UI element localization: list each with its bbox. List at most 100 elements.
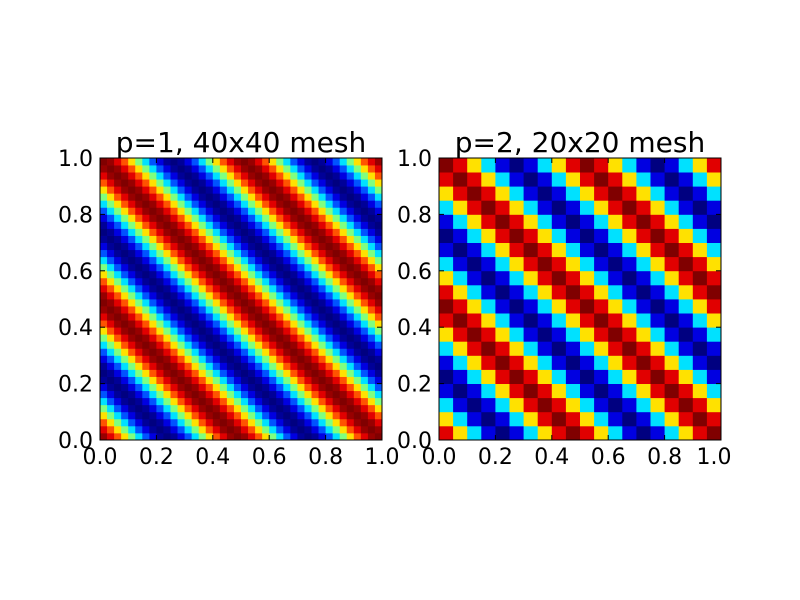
left-heatmap-cell bbox=[121, 200, 129, 208]
left-heatmap-cell bbox=[100, 425, 108, 434]
left-heatmap-cell bbox=[353, 341, 362, 349]
left-heatmap-cell bbox=[283, 383, 291, 392]
left-heatmap-cell bbox=[121, 355, 129, 363]
right-heatmap-cell bbox=[580, 355, 595, 370]
left-heatmap-cell bbox=[142, 383, 150, 392]
left-heatmap-cell bbox=[353, 207, 362, 215]
left-heatmap-cell bbox=[184, 327, 193, 335]
left-heatmap-cell bbox=[318, 172, 326, 180]
right-heatmap-cell bbox=[537, 270, 553, 286]
left-heatmap-cell bbox=[325, 376, 334, 384]
left-heatmap-cell bbox=[142, 284, 150, 293]
right-heatmap-cell bbox=[495, 313, 510, 328]
right-heatmap-cell bbox=[608, 425, 623, 441]
left-heatmap-cell bbox=[212, 320, 221, 328]
left-heatmap-cell bbox=[318, 334, 326, 342]
left-heatmap-cell bbox=[170, 369, 178, 377]
right-heatmap-cell bbox=[594, 256, 609, 272]
left-heatmap-cell bbox=[283, 313, 291, 321]
left-heatmap-cell bbox=[233, 228, 242, 236]
left-heatmap-cell bbox=[339, 334, 348, 342]
left-heatmap-cell bbox=[262, 172, 270, 180]
left-heatmap-cell bbox=[135, 186, 143, 194]
left-heatmap-cell bbox=[233, 263, 242, 272]
right-heatmap-cell bbox=[664, 313, 680, 328]
left-heatmap-cell bbox=[198, 341, 207, 349]
left-heatmap-cell bbox=[100, 228, 108, 236]
left-heatmap-cell bbox=[170, 313, 178, 321]
left-heatmap-cell bbox=[374, 263, 383, 272]
left-heatmap-cell bbox=[374, 200, 383, 208]
left-heatmap-cell bbox=[283, 327, 291, 335]
left-heatmap-cell bbox=[367, 362, 376, 370]
left-heatmap-cell bbox=[170, 376, 178, 384]
left-heatmap-cell bbox=[156, 249, 164, 258]
right-heatmap-cell bbox=[692, 256, 708, 272]
left-heatmap-cell bbox=[191, 228, 200, 236]
right-y-tick-label: 0.6 bbox=[397, 260, 432, 285]
left-heatmap-cell bbox=[325, 432, 334, 441]
left-heatmap-cell bbox=[149, 165, 157, 173]
right-heatmap-cell bbox=[495, 327, 510, 342]
left-heatmap-cell bbox=[163, 284, 171, 293]
right-heatmap-cell bbox=[439, 369, 454, 384]
left-heatmap-cell bbox=[184, 355, 193, 363]
left-heatmap-cell bbox=[100, 397, 108, 406]
left-heatmap-cell bbox=[290, 355, 298, 363]
right-heatmap-cell bbox=[706, 369, 722, 384]
left-heatmap-cell bbox=[170, 404, 178, 413]
right-heatmap-cell bbox=[678, 369, 694, 384]
left-heatmap-cell bbox=[156, 277, 164, 286]
left-heatmap-cell bbox=[283, 362, 291, 370]
left-heatmap-cell bbox=[360, 165, 369, 173]
left-heatmap-cell bbox=[121, 214, 129, 222]
right-heatmap-cell bbox=[608, 341, 623, 356]
left-heatmap-cell bbox=[226, 200, 235, 208]
left-heatmap-cell bbox=[128, 299, 136, 307]
left-heatmap-cell bbox=[346, 263, 355, 272]
left-heatmap-cell bbox=[114, 263, 122, 272]
left-heatmap-cell bbox=[311, 362, 319, 370]
left-heatmap-cell bbox=[374, 207, 383, 215]
left-heatmap-cell bbox=[107, 214, 115, 222]
right-heatmap-cell bbox=[664, 158, 680, 173]
left-heatmap-cell bbox=[163, 313, 171, 321]
left-heatmap-cell bbox=[325, 404, 334, 413]
left-heatmap-cell bbox=[100, 362, 108, 370]
left-heatmap-cell bbox=[107, 235, 115, 243]
right-heatmap-cell bbox=[439, 299, 454, 314]
left-heatmap-cell bbox=[184, 390, 193, 399]
left-heatmap-cell bbox=[191, 327, 200, 335]
left-heatmap-cell bbox=[360, 207, 369, 215]
left-heatmap-cell bbox=[283, 341, 291, 349]
left-heatmap-cell bbox=[107, 186, 115, 194]
right-x-tick-label: 0.4 bbox=[534, 445, 569, 470]
left-heatmap-cell bbox=[163, 214, 171, 222]
left-heatmap-cell bbox=[241, 411, 249, 420]
left-heatmap-cell bbox=[212, 235, 221, 243]
left-heatmap-cell bbox=[184, 369, 193, 377]
left-heatmap-cell bbox=[191, 186, 200, 194]
left-heatmap-cell bbox=[283, 411, 291, 420]
left-heatmap-cell bbox=[290, 327, 298, 335]
left-heatmap-cell bbox=[163, 341, 171, 349]
left-heatmap-cell bbox=[149, 207, 157, 215]
left-heatmap-cell bbox=[325, 291, 334, 300]
left-heatmap-cell bbox=[325, 369, 334, 377]
left-heatmap-cell bbox=[191, 207, 200, 215]
left-heatmap-cell bbox=[262, 411, 270, 420]
left-heatmap-cell bbox=[149, 242, 157, 251]
right-heatmap-cell bbox=[678, 425, 694, 441]
left-heatmap-cell bbox=[311, 341, 319, 349]
right-heatmap-cell bbox=[565, 242, 581, 258]
right-heatmap-cell bbox=[537, 369, 553, 384]
left-heatmap-cell bbox=[142, 432, 150, 441]
left-heatmap-cell bbox=[276, 165, 284, 173]
left-heatmap-cell bbox=[198, 369, 207, 377]
left-heatmap-cell bbox=[114, 277, 122, 286]
left-heatmap-cell bbox=[248, 390, 256, 399]
left-heatmap-cell bbox=[241, 214, 249, 222]
left-heatmap-cell bbox=[241, 200, 249, 208]
left-heatmap-cell bbox=[248, 432, 256, 441]
left-heatmap-cell bbox=[128, 425, 136, 434]
